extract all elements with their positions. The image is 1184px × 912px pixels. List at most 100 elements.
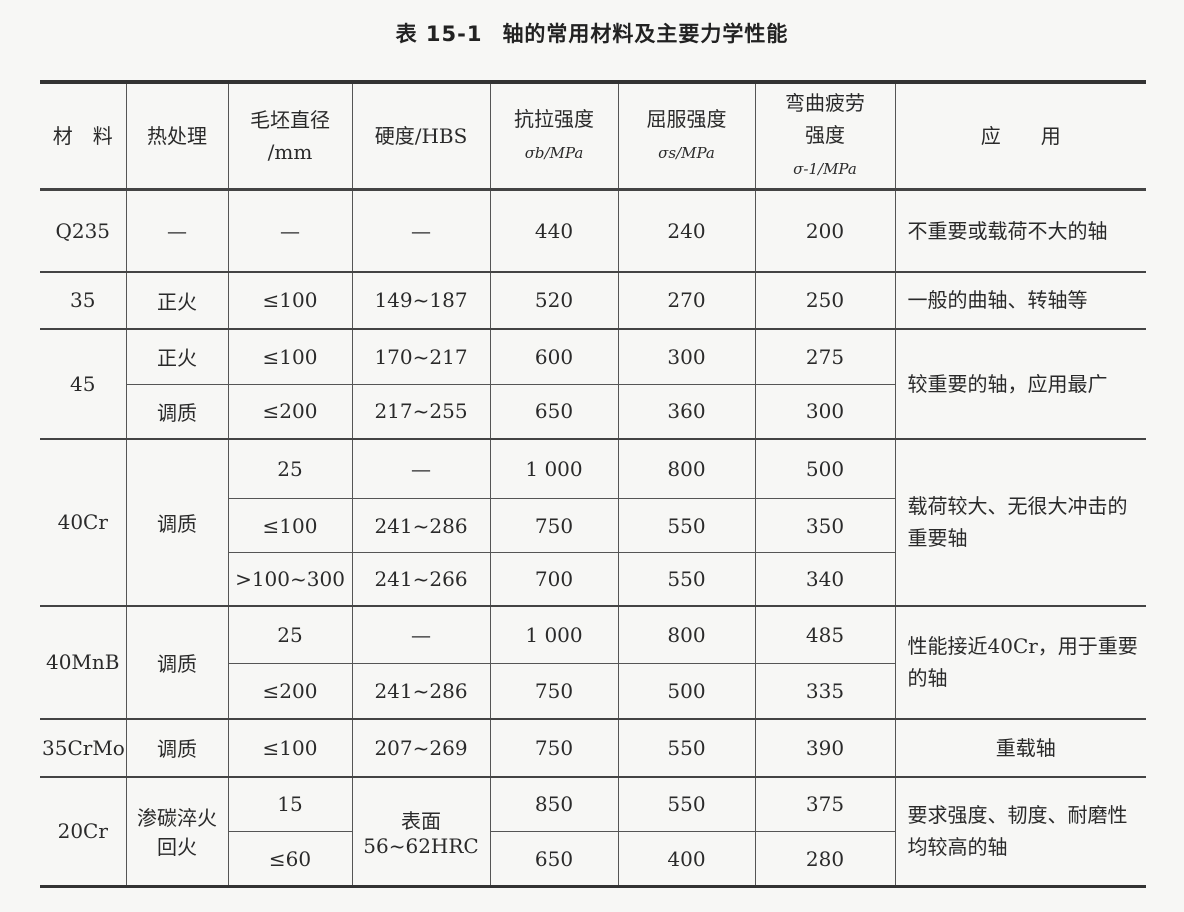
cell-ss: 270: [617, 270, 756, 329]
cell-sb: 1 000: [489, 604, 619, 664]
cell-heat: 正火: [125, 270, 229, 329]
shaft-materials-table: 材 料 热处理 毛坯直径/mm 硬度/HBS 抗拉强度 σb/MPa 屈服强度 σs…: [40, 80, 1146, 888]
cell-ss: 550: [617, 775, 756, 832]
table-row: ≤200 241~286 750 500 335: [40, 663, 1146, 719]
cell-sf: 485: [754, 604, 896, 664]
cell-app: 不重要或载荷不大的轴: [894, 189, 1146, 272]
cell-heat: 调质: [125, 604, 229, 719]
cell-d: ≤200: [227, 384, 353, 439]
cell-hbs: 217~255: [351, 384, 491, 439]
cell-material: 40Cr: [40, 437, 127, 606]
cell-heat: 正火: [125, 327, 229, 385]
header-fatigue: 弯曲疲劳 强度 σ-1/MPa: [754, 81, 896, 191]
cell-d: —: [227, 189, 353, 272]
cell-ss: 800: [617, 604, 756, 664]
cell-sf: 375: [754, 775, 896, 832]
cell-sb: 700: [489, 552, 619, 606]
cell-sf: 335: [754, 663, 896, 719]
cell-sf: 500: [754, 437, 896, 499]
cell-sf: 390: [754, 717, 896, 777]
cell-d: ≤100: [227, 717, 353, 777]
table-row: 40Cr 调质 25—1 000 800 500 载荷较大、无很大冲击的重要轴: [40, 437, 1146, 606]
cell-hbs: 表面56~62HRC: [351, 775, 491, 887]
table-row: 35CrMo 调质 ≤100 207~269 750 550 390 重载轴: [40, 717, 1146, 777]
cell-app: 较重要的轴，应用最广: [894, 327, 1146, 439]
header-application: 应 用: [894, 81, 1146, 191]
cell-hbs: —: [351, 604, 491, 664]
header-hardness: 硬度/HBS: [351, 81, 491, 191]
cell-ss: 500: [617, 663, 756, 719]
table-row: ≤100 241~286 750 550 350: [40, 498, 1146, 553]
cell-material: 35: [40, 270, 127, 329]
cell-ss: 550: [617, 498, 756, 553]
cell-app: 性能接近40Cr，用于重要的轴: [894, 604, 1146, 719]
cell-sb: 1 000: [489, 437, 619, 499]
cell-sb: 600: [489, 327, 619, 385]
table-row: 调质 ≤200 217~255 650 360 300: [40, 384, 1146, 439]
table-row: ≤60 650 400 280: [40, 831, 1146, 887]
cell-d: ≤100: [227, 270, 353, 329]
cell-sb: 440: [489, 189, 619, 272]
table-number: 表 15-1: [395, 22, 483, 46]
cell-ss: 550: [617, 717, 756, 777]
header-tensile: 抗拉强度 σb/MPa: [489, 81, 619, 191]
cell-sf: 280: [754, 831, 896, 887]
cell-material: 20Cr: [40, 775, 127, 887]
cell-app: 要求强度、韧度、耐磨性均较高的轴: [894, 775, 1146, 887]
cell-hbs: 170~217: [351, 327, 491, 385]
cell-d: 25: [227, 437, 353, 499]
cell-ss: 800: [617, 437, 756, 499]
header-material: 材 料: [40, 81, 127, 191]
header-yield: 屈服强度 σs/MPa: [617, 81, 756, 191]
cell-d: 25: [227, 604, 353, 664]
header-diameter: 毛坯直径/mm: [227, 81, 353, 191]
cell-ss: 300: [617, 327, 756, 385]
cell-sb: 650: [489, 831, 619, 887]
cell-hbs: 241~286: [351, 663, 491, 719]
cell-ss: 400: [617, 831, 756, 887]
cell-app: 重载轴: [894, 717, 1146, 777]
cell-sf: 200: [754, 189, 896, 272]
cell-heat: —: [125, 189, 229, 272]
cell-material: Q235: [40, 189, 127, 272]
cell-ss: 550: [617, 552, 756, 606]
header-row: 材 料 热处理 毛坯直径/mm 硬度/HBS 抗拉强度 σb/MPa 屈服强度 σs…: [40, 81, 1146, 191]
cell-sb: 750: [489, 663, 619, 719]
cell-sf: 250: [754, 270, 896, 329]
cell-sf: 275: [754, 327, 896, 385]
cell-sf: 300: [754, 384, 896, 439]
table-title: 轴的常用材料及主要力学性能: [502, 22, 789, 46]
cell-heat: 渗碳淬火回火: [125, 775, 229, 887]
cell-d: ≤100: [227, 327, 353, 385]
cell-d: ≤200: [228, 663, 353, 719]
cell-material: 45: [40, 327, 127, 439]
cell-hbs: 149~187: [351, 270, 491, 329]
table-caption: 表 15-1 轴的常用材料及主要力学性能: [0, 18, 1184, 48]
table-row: >100~300 241~266 700 550 340: [40, 552, 1146, 606]
table-row: Q235— — —440 240 200 不重要或载荷不大的轴: [40, 189, 1146, 272]
cell-sb: 850: [489, 775, 619, 832]
cell-hbs: —: [351, 189, 491, 272]
cell-ss: 240: [617, 189, 756, 272]
cell-hbs: 241~286: [351, 498, 491, 553]
cell-d: ≤60: [228, 831, 353, 887]
header-heat-treatment: 热处理: [125, 81, 229, 191]
cell-sb: 650: [489, 384, 619, 439]
cell-heat: 调质: [125, 717, 229, 777]
table-row: 20Cr 渗碳淬火回火 15 表面56~62HRC 850 550 375 要求强度、韧度、耐…: [40, 775, 1146, 887]
cell-hbs: 207~269: [351, 717, 491, 777]
cell-material: 40MnB: [40, 604, 127, 719]
cell-sf: 340: [754, 552, 896, 606]
cell-sf: 350: [754, 498, 896, 553]
table-row: 40MnB 调质 25—1 000 800 485 性能接近40Cr，用于重要的轴: [40, 604, 1146, 719]
cell-material: 35CrMo: [40, 717, 127, 777]
table-row: 45 正火 ≤100 170~217 600 300 275 较重要的轴，应用最广: [40, 327, 1146, 439]
cell-app: 载荷较大、无很大冲击的重要轴: [894, 437, 1146, 606]
cell-heat: 调质: [126, 384, 229, 439]
cell-d: >100~300: [228, 552, 353, 606]
cell-hbs: —: [351, 437, 491, 499]
cell-sb: 520: [489, 270, 619, 329]
cell-ss: 360: [617, 384, 756, 439]
cell-d: 15: [227, 775, 353, 832]
cell-sb: 750: [489, 498, 619, 553]
